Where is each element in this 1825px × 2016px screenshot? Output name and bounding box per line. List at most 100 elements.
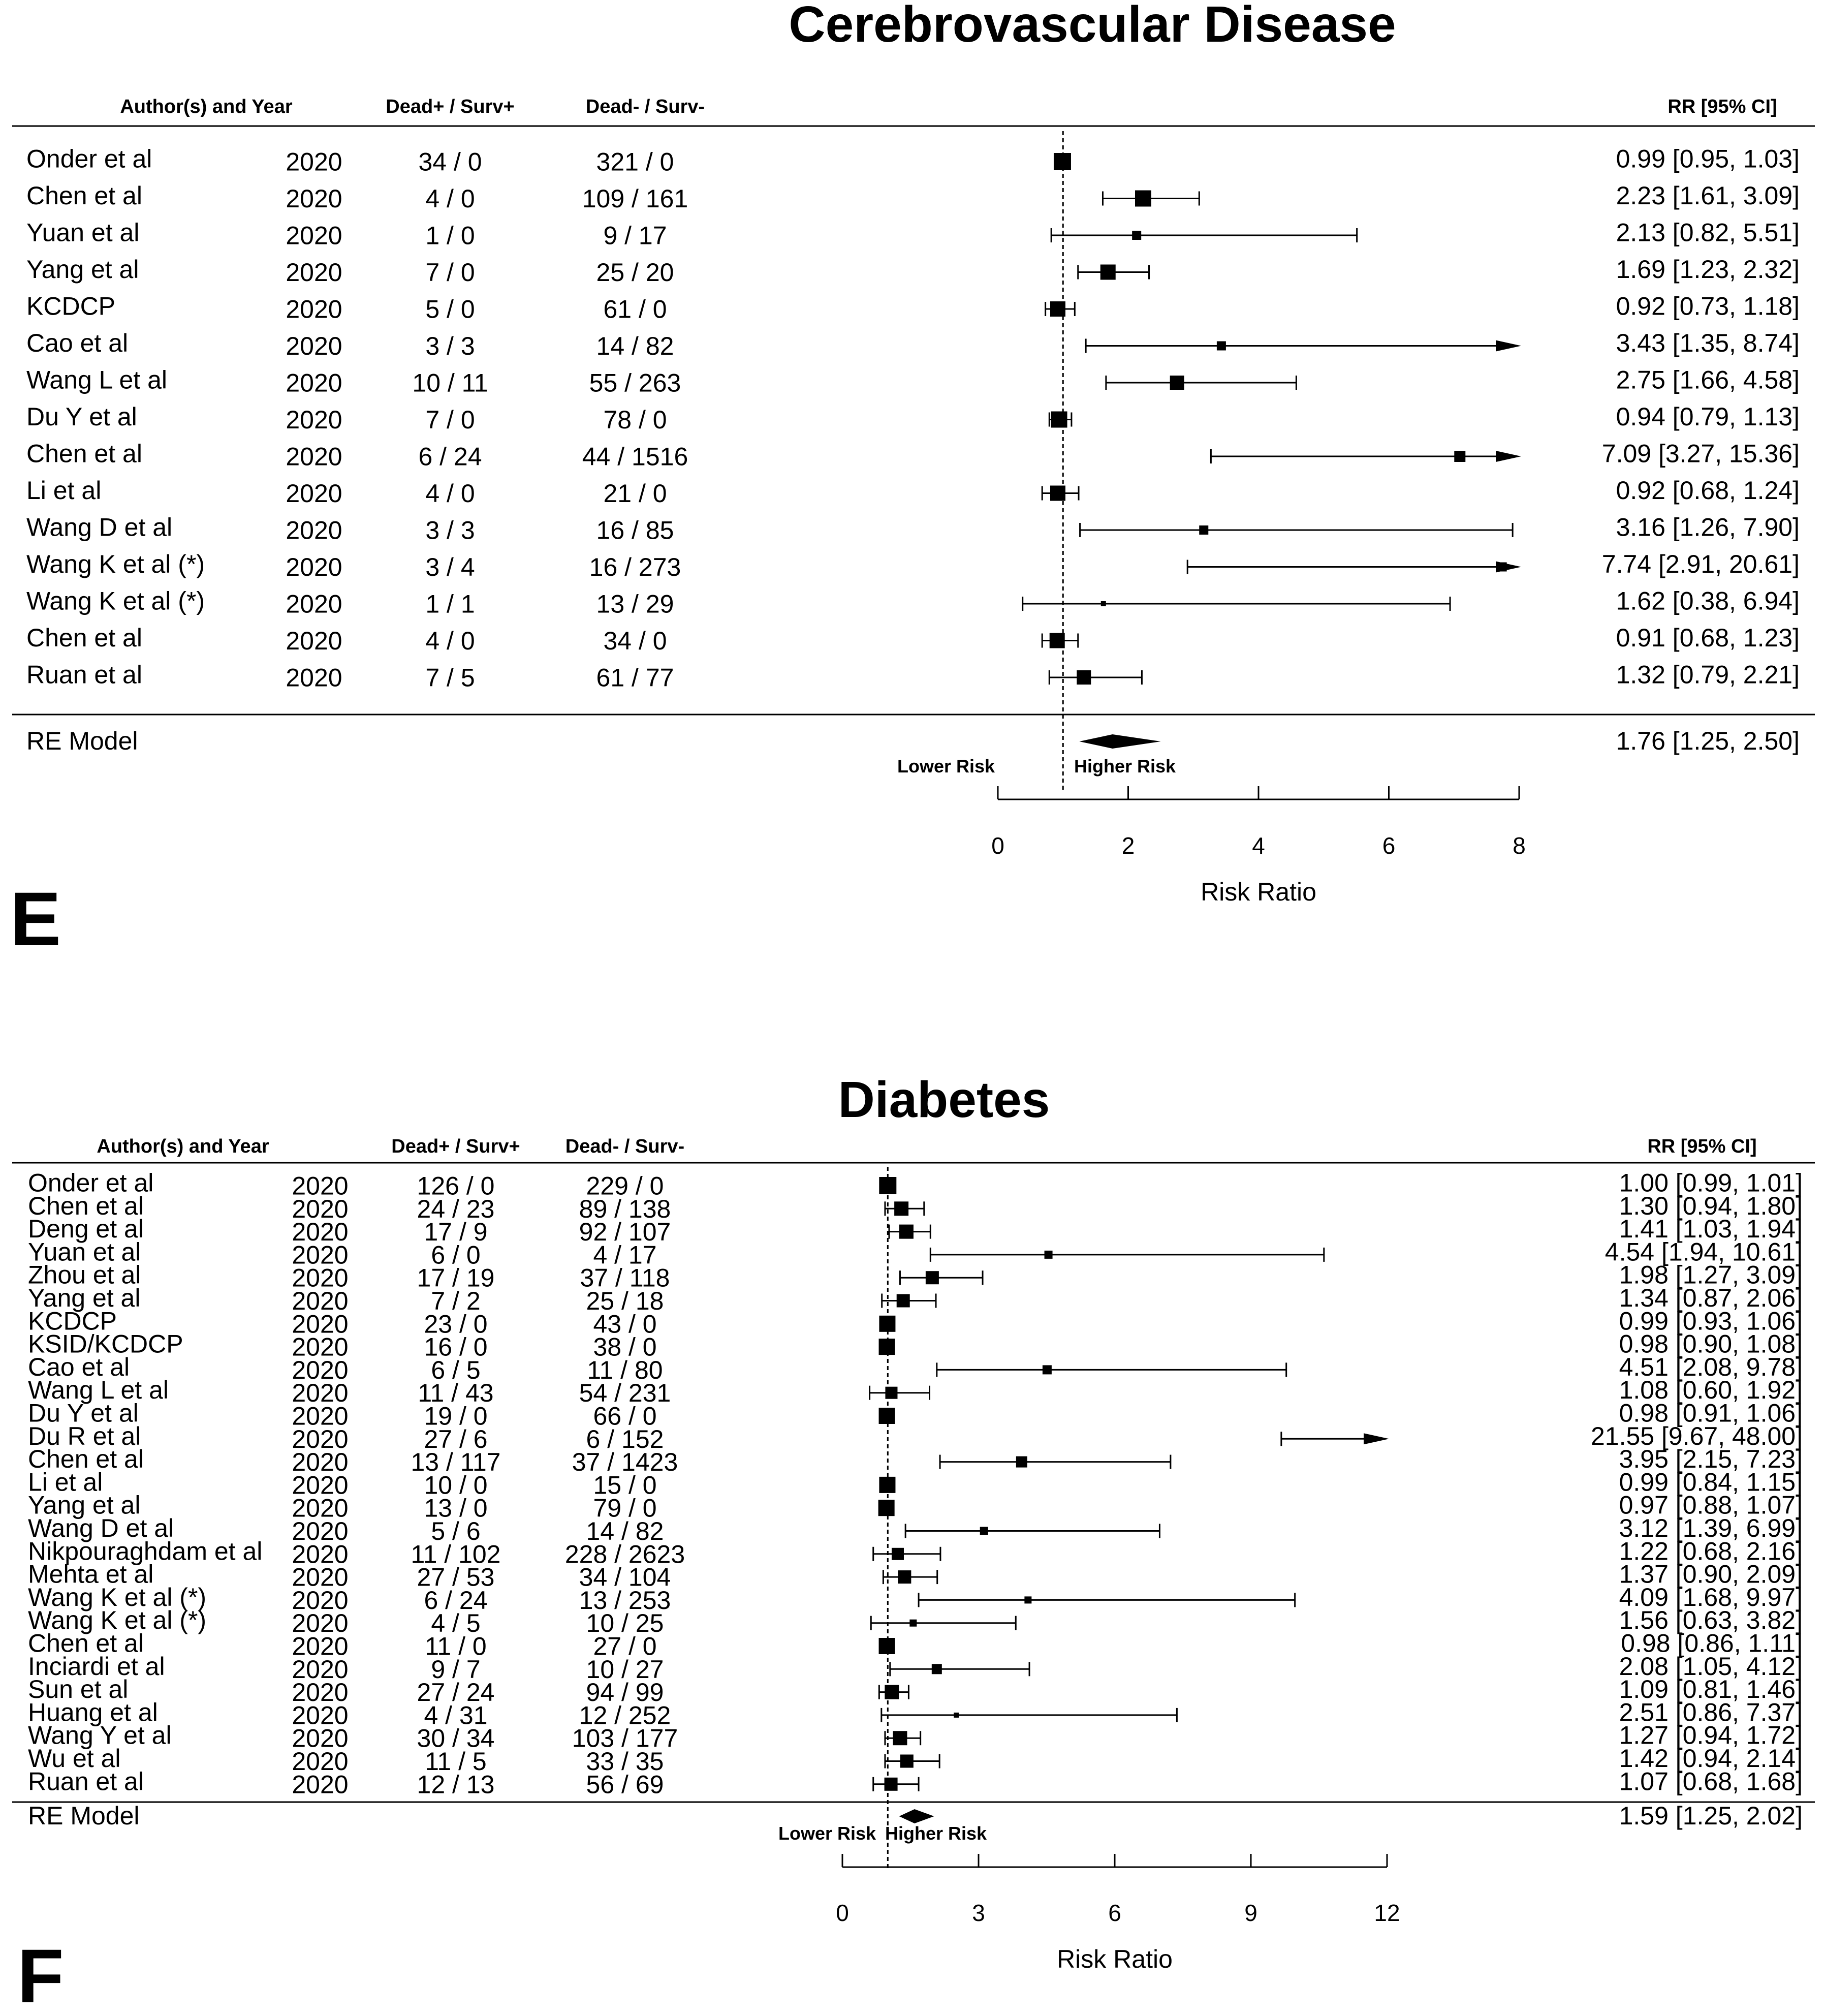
study-dead-neg: 33 / 35 [586,1747,664,1776]
study-dead-pos: 6 / 24 [418,443,482,471]
ci-arrow [1364,1433,1389,1445]
summary-label: RE Model [28,1802,140,1830]
study-dead-pos: 27 / 53 [417,1563,495,1592]
point-estimate [1016,1456,1027,1468]
study-year: 2020 [286,148,342,176]
study-dead-neg: 55 / 263 [589,369,681,397]
study-dead-neg: 321 / 0 [596,148,674,176]
study-author: Inciardi et al [28,1652,165,1681]
study-year: 2020 [286,664,342,692]
study-estimate: 4.09 [1.68, 9.97] [1619,1583,1803,1611]
study-author: Zhou et al [28,1261,141,1289]
study-dead-pos: 17 / 9 [424,1218,487,1246]
study-year: 2020 [286,295,342,324]
study-year: 2020 [286,516,342,545]
study-dead-neg: 37 / 118 [580,1264,670,1292]
point-estimate [1042,1365,1052,1375]
point-estimate [1497,562,1507,572]
study-dead-pos: 27 / 6 [424,1425,487,1453]
study-dead-neg: 44 / 1516 [582,443,688,471]
point-estimate [909,1619,917,1627]
study-year: 2020 [292,1402,348,1431]
point-estimate [1199,525,1209,535]
study-year: 2020 [292,1724,348,1753]
study-year: 2020 [286,553,342,581]
study-author: Wang L et al [26,366,167,394]
study-estimate: 3.95 [2.15, 7.23] [1619,1445,1803,1473]
study-dead-neg: 89 / 138 [579,1195,671,1223]
point-estimate [879,1177,897,1194]
study-dead-pos: 11 / 0 [425,1632,486,1661]
study-dead-neg: 12 / 252 [579,1701,671,1729]
x-tick-label: 0 [991,832,1004,859]
point-estimate [879,1476,896,1493]
point-estimate [954,1712,959,1718]
study-year: 2020 [292,1563,348,1592]
study-author: Mehta et al [28,1560,153,1589]
study-year: 2020 [292,1747,348,1776]
point-estimate [900,1754,914,1768]
study-year: 2020 [292,1240,348,1269]
study-dead-neg: 25 / 20 [596,258,674,287]
study-dead-neg: 61 / 77 [596,664,674,692]
study-dead-neg: 43 / 0 [593,1310,656,1338]
x-tick-label: 0 [836,1900,849,1926]
study-year: 2020 [292,1471,348,1499]
study-estimate: 1.22 [0.68, 2.16] [1619,1537,1803,1565]
study-year: 2020 [286,406,342,434]
study-estimate: 0.98 [0.86, 1.11] [1621,1629,1803,1658]
summary-label: RE Model [26,727,138,755]
study-dead-pos: 10 / 0 [424,1471,487,1499]
study-estimate: 2.23 [1.61, 3.09] [1616,181,1800,210]
study-author: Du Y et al [28,1399,139,1428]
study-year: 2020 [292,1586,348,1615]
study-author: Wu et al [28,1744,121,1773]
study-estimate: 1.09 [0.81, 1.46] [1619,1675,1803,1703]
study-dead-pos: 17 / 19 [417,1264,495,1292]
study-dead-neg: 10 / 25 [586,1609,664,1637]
study-estimate: 2.51 [0.86, 7.37] [1619,1698,1803,1726]
study-author: Li et al [26,476,101,505]
study-estimate: 3.16 [1.26, 7.90] [1616,513,1800,542]
study-dead-neg: 37 / 1423 [572,1448,678,1476]
x-tick-label: 4 [1252,832,1265,859]
point-estimate [1454,451,1466,462]
study-estimate: 4.54 [1.94, 10.61] [1605,1237,1803,1266]
point-estimate [1049,633,1065,648]
study-author: Yuan et al [28,1237,141,1266]
point-estimate [885,1386,898,1399]
study-author: Yang et al [28,1284,140,1312]
study-dead-pos: 11 / 43 [418,1379,493,1407]
study-estimate: 1.34 [0.87, 2.06] [1619,1284,1803,1312]
study-estimate: 1.42 [0.94, 2.14] [1619,1744,1803,1773]
study-author: Yuan et al [26,219,139,247]
study-dead-pos: 5 / 0 [425,295,475,324]
study-dead-neg: 61 / 0 [603,295,667,324]
study-estimate: 1.69 [1.23, 2.32] [1616,255,1800,284]
point-estimate [878,1500,895,1516]
higher-risk-label: Higher Risk [885,1823,987,1844]
study-estimate: 0.99 [0.84, 1.15] [1619,1468,1803,1496]
header-dead-neg: Dead- / Surv- [586,96,705,117]
study-author: Li et al [28,1468,103,1496]
lower-risk-label: Lower Risk [897,756,995,777]
point-estimate [891,1547,904,1560]
point-estimate [1051,411,1067,428]
chart-title: Diabetes [838,1071,1050,1128]
point-estimate [893,1731,907,1746]
study-author: Nikpouraghdam et al [28,1537,262,1565]
point-estimate [1050,301,1065,317]
header-study: Author(s) and Year [97,1136,269,1157]
study-estimate: 1.30 [0.94, 1.80] [1619,1192,1803,1220]
study-year: 2020 [286,479,342,508]
study-estimate: 1.56 [0.63, 3.82] [1619,1606,1803,1634]
study-author: Du R et al [28,1422,141,1450]
study-estimate: 1.62 [0.38, 6.94] [1616,587,1800,615]
point-estimate [1132,231,1142,240]
study-dead-neg: 56 / 69 [586,1770,664,1798]
study-dead-pos: 4 / 5 [431,1609,480,1637]
study-year: 2020 [292,1310,348,1338]
study-dead-neg: 92 / 107 [579,1218,671,1246]
chart-title: Cerebrovascular Disease [789,0,1396,53]
point-estimate [1135,190,1151,207]
